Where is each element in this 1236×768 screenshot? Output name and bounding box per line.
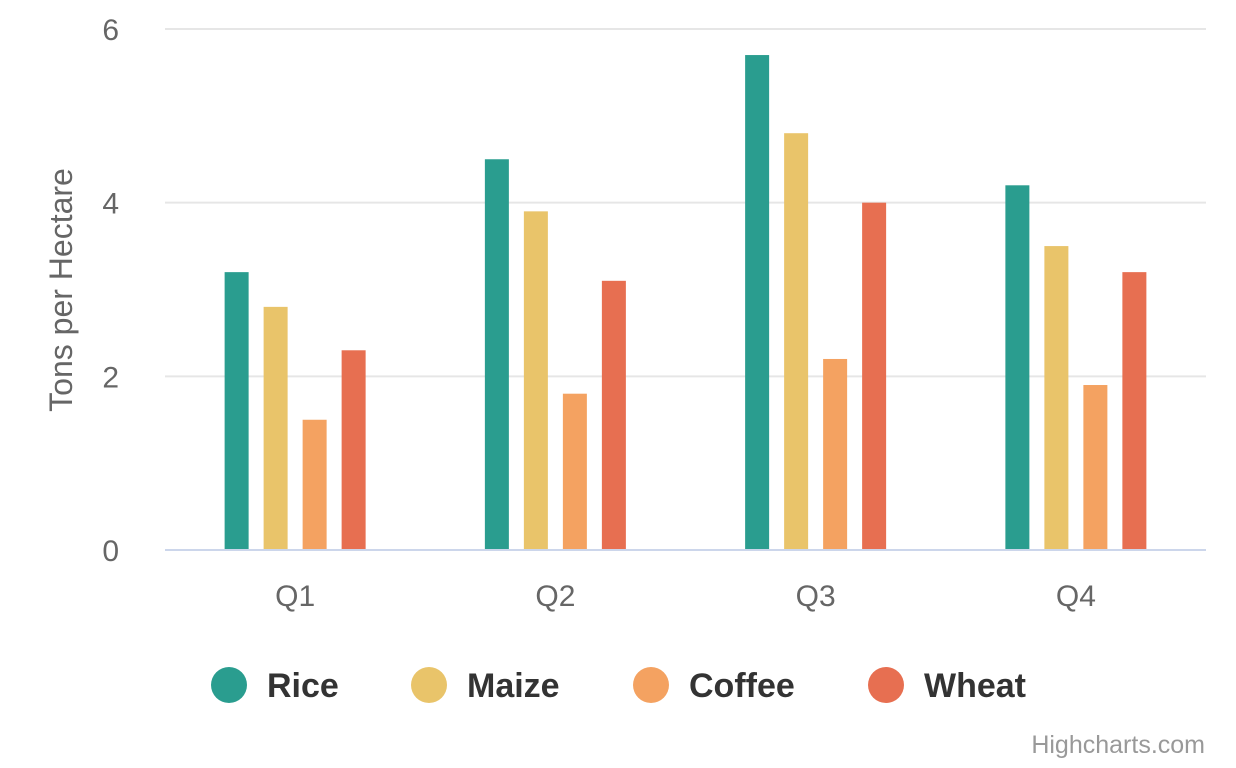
bar-rice-q3[interactable]: [745, 55, 770, 551]
y-tick-label: 2: [102, 361, 119, 394]
legend-marker-rice: [211, 667, 247, 703]
grid-lines: [165, 28, 1206, 378]
legend-marker-coffee: [633, 667, 669, 703]
bar-maize-q3[interactable]: [784, 133, 809, 550]
bar-maize-q2[interactable]: [523, 211, 548, 550]
legend-item-wheat[interactable]: Wheat: [868, 667, 1026, 705]
bar-wheat-q4[interactable]: [1122, 272, 1147, 550]
credits-link[interactable]: Highcharts.com: [1031, 731, 1205, 759]
bar-coffee-q1[interactable]: [302, 419, 327, 550]
bar-coffee-q4[interactable]: [1083, 385, 1108, 550]
bars: [224, 55, 1147, 551]
bar-wheat-q3[interactable]: [862, 202, 887, 550]
bar-coffee-q2[interactable]: [562, 393, 587, 550]
bar-rice-q1[interactable]: [224, 272, 249, 550]
bar-rice-q4[interactable]: [1005, 185, 1030, 551]
bar-maize-q4[interactable]: [1044, 246, 1069, 551]
y-tick-label: 0: [102, 535, 119, 568]
bar-wheat-q1[interactable]: [341, 350, 366, 550]
legend-label: Wheat: [924, 667, 1026, 705]
legend-label: Rice: [267, 667, 339, 705]
x-tick-label: Q3: [796, 580, 836, 613]
x-tick-label: Q2: [535, 580, 575, 613]
y-tick-label: 6: [102, 14, 119, 47]
legend-item-rice[interactable]: Rice: [211, 667, 339, 705]
bar-rice-q2[interactable]: [484, 159, 509, 550]
bar-coffee-q3[interactable]: [823, 358, 848, 550]
legend-item-coffee[interactable]: Coffee: [633, 667, 795, 705]
y-axis-ticks: 0 2 4 6: [102, 14, 119, 568]
legend: Rice Maize Coffee Wheat: [211, 667, 1026, 705]
legend-marker-wheat: [868, 667, 904, 703]
y-axis-title: Tons per Hectare: [43, 168, 79, 412]
bar-maize-q1[interactable]: [263, 306, 288, 550]
bar-wheat-q2[interactable]: [601, 280, 626, 550]
legend-item-maize[interactable]: Maize: [411, 667, 560, 705]
x-tick-label: Q1: [275, 580, 315, 613]
legend-marker-maize: [411, 667, 447, 703]
x-tick-label: Q4: [1056, 580, 1096, 613]
legend-label: Coffee: [689, 667, 795, 705]
legend-label: Maize: [467, 667, 560, 705]
y-tick-label: 4: [102, 188, 119, 221]
x-axis-ticks: Q1 Q2 Q3 Q4: [275, 580, 1096, 613]
